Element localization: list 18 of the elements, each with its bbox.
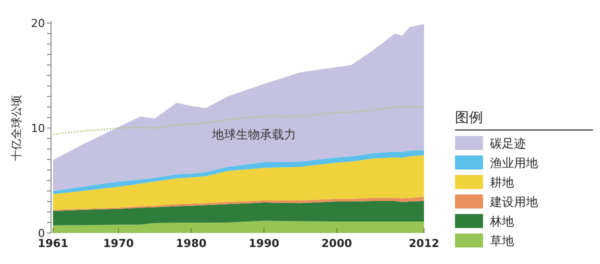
legend-label: 林地 <box>489 214 514 228</box>
x-tick-label: 1980 <box>176 237 207 250</box>
x-tick-label: 1990 <box>248 237 280 250</box>
x-tick-label: 2012 <box>408 237 440 250</box>
x-tick-label: 1961 <box>38 237 68 250</box>
legend-label: 渔业用地 <box>490 156 538 170</box>
y-tick-label: 10 <box>31 122 45 135</box>
legend-label: 草地 <box>490 234 514 248</box>
legend-label: 耕地 <box>490 176 514 190</box>
y-tick-label: 0 <box>38 227 45 240</box>
x-tick-label: 2000 <box>321 237 352 250</box>
x-tick-label: 1970 <box>103 237 134 250</box>
series-label: 地球生物承载力 <box>210 127 296 142</box>
y-axis-title: 十亿全球公顷 <box>10 95 23 161</box>
legend-label: 碳足迹 <box>489 136 526 150</box>
y-tick-label: 20 <box>31 17 45 30</box>
legend-title: 图例 <box>455 110 483 126</box>
legend-label: 建设用地 <box>489 195 538 209</box>
